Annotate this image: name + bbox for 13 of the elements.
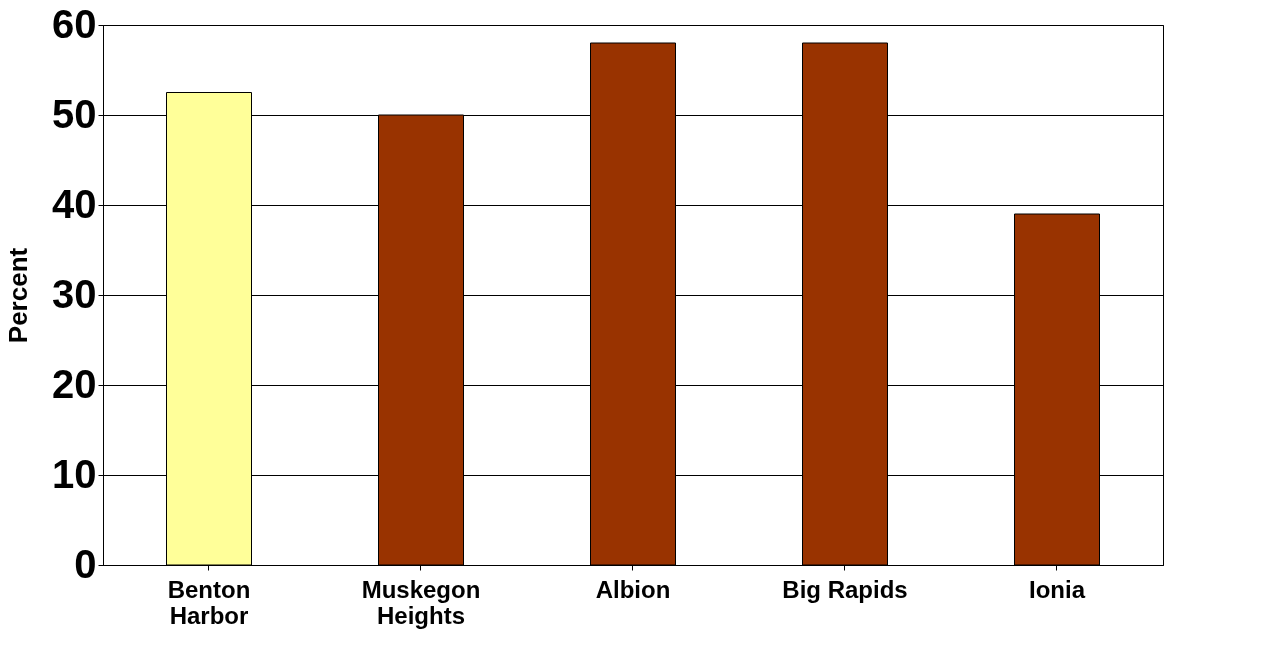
y-tick-label: 30: [52, 271, 97, 316]
x-tick-label: Albion: [595, 575, 671, 603]
x-tick-label: Ionia: [1028, 575, 1086, 603]
y-axis-title: Percent: [3, 247, 34, 344]
y-tick-label: 40: [52, 181, 97, 226]
x-tick-label: Big Rapids: [782, 575, 908, 603]
y-tick-label: 20: [52, 361, 97, 406]
x-tick-label: Benton Harbor: [167, 575, 251, 629]
y-tick-label: 0: [74, 541, 97, 586]
y-tick-label: 50: [52, 91, 97, 136]
x-tick-label: Muskegon Heights: [361, 575, 481, 629]
y-tick-label: 10: [52, 451, 97, 496]
y-tick-label: 60: [52, 1, 97, 46]
